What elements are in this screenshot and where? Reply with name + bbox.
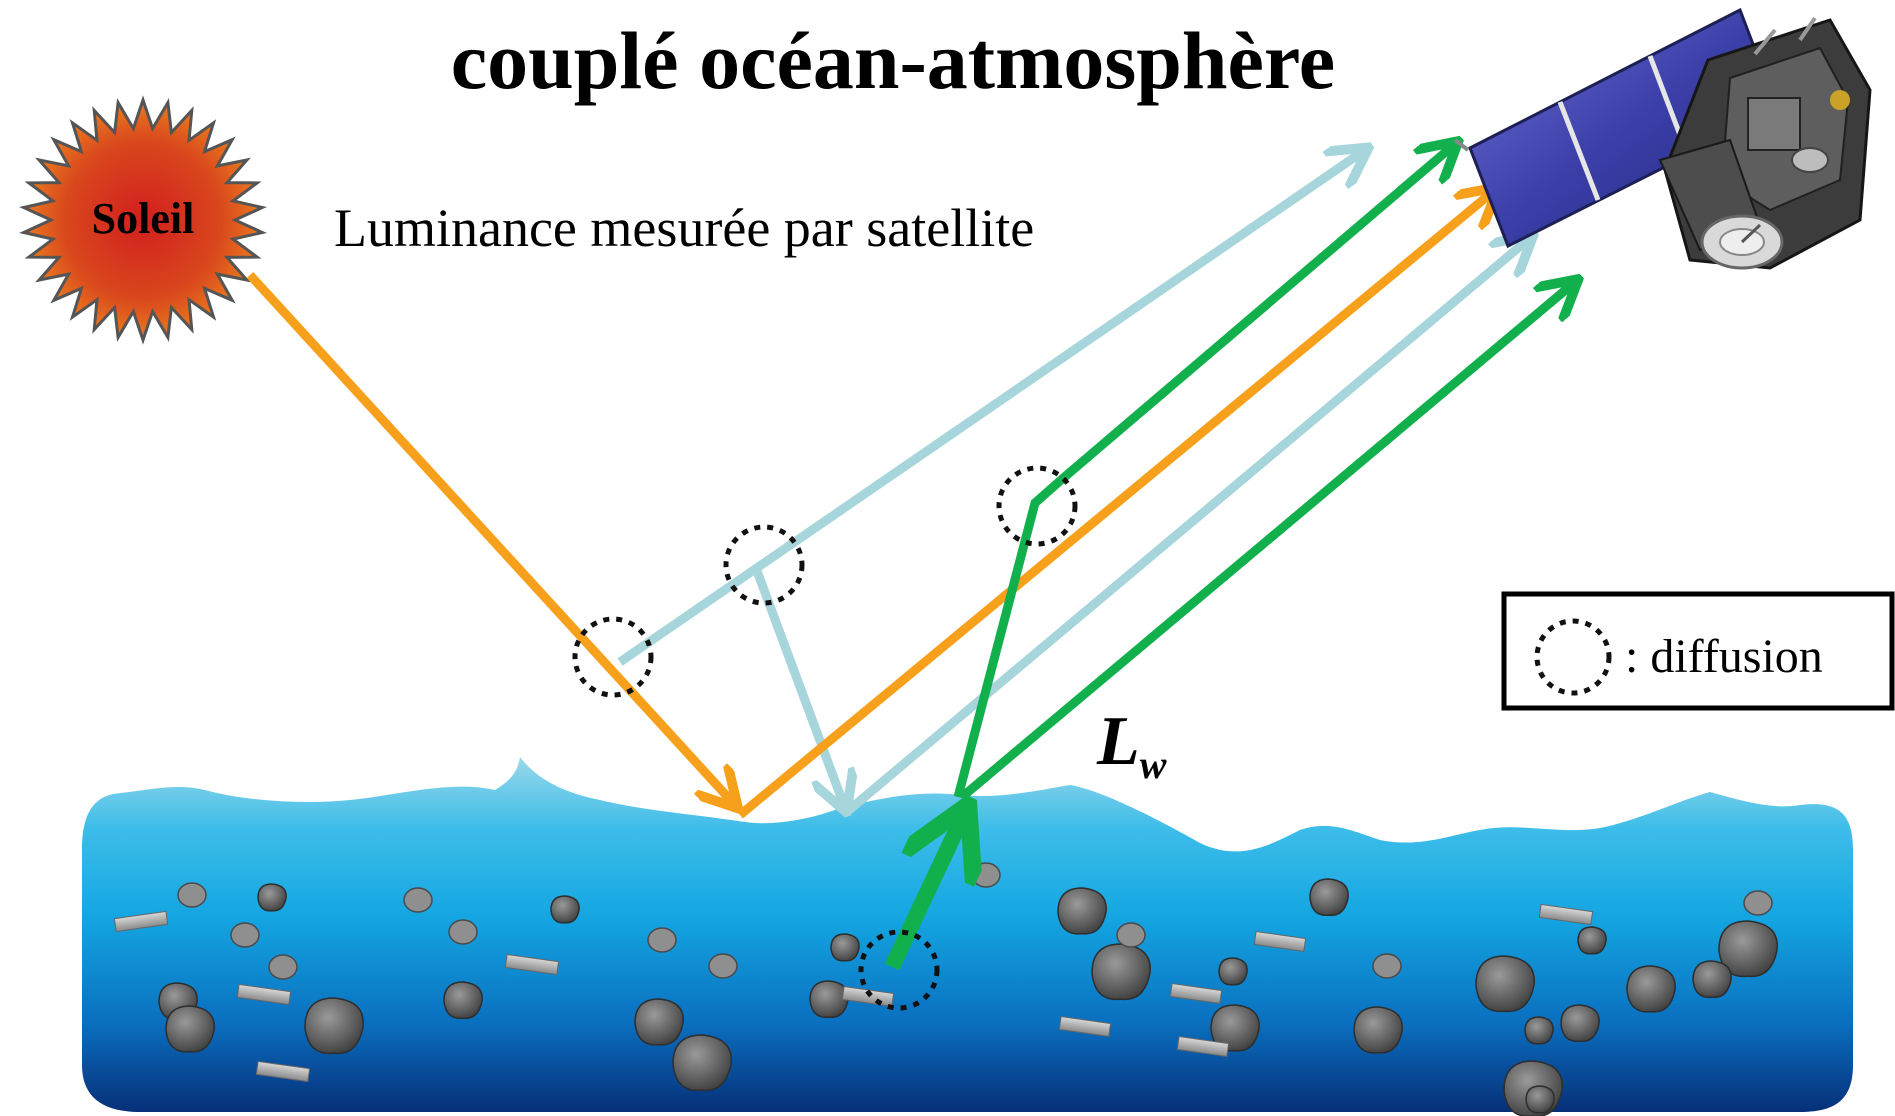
particle-icon	[1353, 1006, 1403, 1054]
particle-icon	[443, 981, 483, 1019]
particle-icon	[504, 953, 560, 976]
particle-icon	[672, 1034, 732, 1092]
green-ray-scattered	[953, 144, 1455, 799]
particle-icon	[1218, 957, 1248, 986]
ocean	[82, 757, 1853, 1116]
particle-icon	[268, 954, 298, 980]
particle-icon	[257, 883, 287, 912]
lw-subscript: w	[1140, 742, 1167, 787]
legend-box	[1501, 591, 1895, 711]
subtitle: Luminance mesurée par satellite	[334, 198, 1034, 258]
water-leaving-rays	[884, 144, 1575, 971]
particle-icon	[1743, 890, 1773, 916]
particle-icon	[1577, 926, 1607, 955]
water-surface	[82, 757, 1853, 1112]
scatter-marker-icon	[858, 929, 940, 1011]
sun-icon: Soleil	[19, 95, 267, 345]
incident-ray	[246, 271, 735, 805]
scatter-marker-icon	[996, 465, 1078, 547]
scatter-marker-icon	[1534, 618, 1612, 696]
path-ray-2	[752, 569, 845, 808]
particle-icon	[1176, 1036, 1230, 1057]
particle-icon	[1524, 1016, 1554, 1045]
particle-icon	[1057, 887, 1107, 935]
water-leaving-radiance-label: Lw	[1096, 703, 1167, 787]
scatter-markers	[572, 465, 1078, 1011]
sun-rays	[246, 190, 1495, 819]
particle-icon	[1091, 943, 1151, 1001]
particle-icon	[1169, 983, 1223, 1004]
particle-icon	[1372, 953, 1402, 979]
lw-symbol: L	[1096, 703, 1140, 780]
particle-icon	[113, 910, 169, 933]
particle-icon	[1626, 965, 1676, 1013]
particle-layer	[113, 862, 1778, 1116]
particle-icon	[830, 933, 860, 962]
green-ray-underwater	[884, 812, 965, 971]
particle-icon	[634, 998, 684, 1046]
particle-icon	[165, 1005, 215, 1053]
particle-icon	[230, 922, 260, 948]
particle-icon	[708, 953, 738, 979]
green-ray-direct	[959, 282, 1575, 801]
legend: : diffusion	[1501, 591, 1895, 711]
particle-icon	[1718, 920, 1778, 978]
particle-icon	[304, 997, 364, 1055]
path-ray-3	[846, 238, 1530, 814]
reflected-ray	[737, 190, 1495, 819]
scatter-marker-icon	[723, 524, 805, 606]
particle-icon	[1253, 931, 1307, 952]
atmospheric-path-rays	[617, 150, 1530, 814]
particle-icon	[647, 927, 677, 953]
sun-label: Soleil	[92, 194, 195, 243]
legend-text: : diffusion	[1625, 630, 1823, 683]
particle-icon	[1538, 903, 1594, 926]
particle-icon	[448, 919, 478, 945]
particle-icon	[1692, 960, 1732, 998]
particle-icon	[1116, 922, 1146, 948]
particle-icon	[236, 983, 292, 1006]
particle-icon	[403, 887, 433, 913]
path-ray-1	[617, 150, 1365, 666]
particle-icon	[1309, 878, 1349, 916]
particle-icon	[255, 1060, 311, 1083]
page-title: couplé océan-atmosphère	[451, 15, 1335, 106]
particle-icon	[1058, 1016, 1112, 1037]
satellite-body	[1658, 16, 1872, 270]
scatter-marker-icon	[572, 616, 654, 698]
satellite-icon	[1453, 7, 1872, 270]
particle-icon	[1560, 1004, 1600, 1042]
particle-icon	[177, 882, 207, 908]
particle-icon	[1475, 955, 1535, 1013]
particle-icon	[1525, 1085, 1555, 1114]
particle-icon	[971, 862, 1001, 888]
particle-icon	[550, 895, 580, 924]
